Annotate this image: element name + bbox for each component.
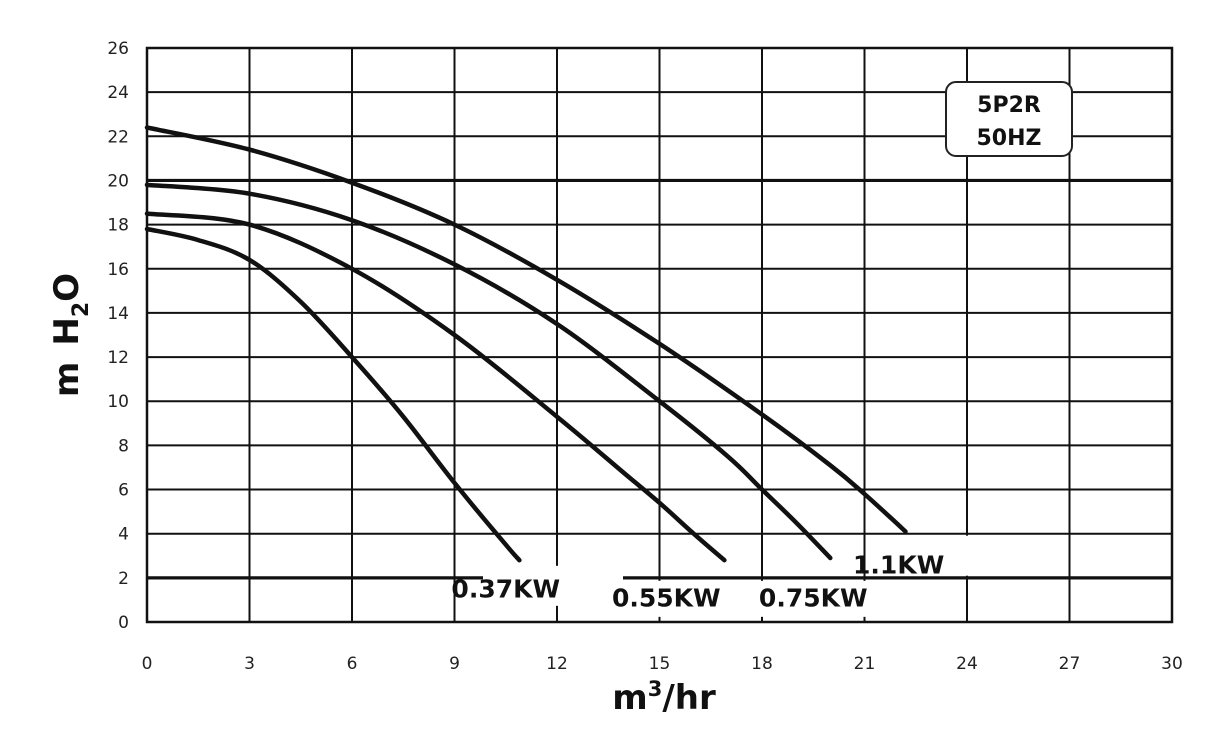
y-tick-label-7: 14 [107,304,129,324]
x-axis-label: m3/hr [612,677,716,718]
curve-label-1: 0.55KW [612,584,721,613]
curve-label-2: 0.75KW [759,584,868,613]
curve-labels: 0.37KW 0.55KW 0.75KW 1.1KW [451,550,944,612]
y-tick-label-9: 18 [107,216,129,236]
spec-box-frame [945,81,1073,157]
y-tick-label-10: 20 [107,171,129,191]
curve-label-0: 0.37KW [451,575,560,604]
y-tick-label-0: 0 [118,613,129,633]
label-bg-2 [800,580,924,617]
y-tick-label-3: 6 [118,481,129,501]
x-tick-label-9: 27 [1059,654,1081,674]
x-axis-ticks: 0 3 6 9 12 15 18 21 24 27 30 [142,654,1183,674]
y-axis-label-sub: 2 [69,302,94,317]
x-tick-label-7: 21 [854,654,876,674]
y-tick-label-12: 24 [107,83,129,103]
x-tick-label-4: 12 [546,654,568,674]
y-tick-label-13: 26 [107,39,129,59]
x-axis-label-base: m [612,678,647,718]
y-axis-label: mH2O [47,273,94,397]
curve-3 [144,125,908,534]
y-tick-label-11: 22 [107,127,129,147]
spec-box-frequency: 50HZ [977,126,1042,151]
curve-1 [144,211,727,563]
x-tick-label-6: 18 [751,654,773,674]
label-bg-0 [483,565,623,606]
x-tick-label-5: 15 [649,654,671,674]
y-axis-label-h: H [47,317,87,345]
x-tick-label-1: 3 [244,654,255,674]
y-tick-label-8: 16 [107,260,129,280]
x-axis-label-sup: 3 [648,677,663,701]
y-tick-label-4: 8 [118,436,129,456]
spec-box: 5P2R 50HZ [945,81,1073,157]
y-tick-label-5: 10 [107,392,129,412]
curve-2 [144,182,833,561]
x-tick-label-2: 6 [347,654,358,674]
x-tick-label-10: 30 [1161,654,1183,674]
x-tick-label-8: 24 [956,654,978,674]
x-tick-label-0: 0 [142,654,153,674]
y-tick-label-2: 4 [118,525,129,545]
y-tick-label-1: 2 [118,569,129,589]
label-backgrounds [483,535,1040,617]
spec-box-model: 5P2R [977,93,1041,118]
y-axis-label-o: O [47,273,87,302]
label-bg-1 [655,580,779,617]
y-tick-label-6: 12 [107,348,129,368]
label-bg-3 [884,535,1040,576]
plot-frame [145,46,1174,624]
curve-0 [144,226,522,563]
x-axis-label-rest: /hr [662,678,716,718]
x-tick-label-3: 9 [449,654,460,674]
curve-label-3: 1.1KW [853,550,944,579]
y-axis-label-m: m [47,362,87,397]
chart-curves [144,125,908,563]
